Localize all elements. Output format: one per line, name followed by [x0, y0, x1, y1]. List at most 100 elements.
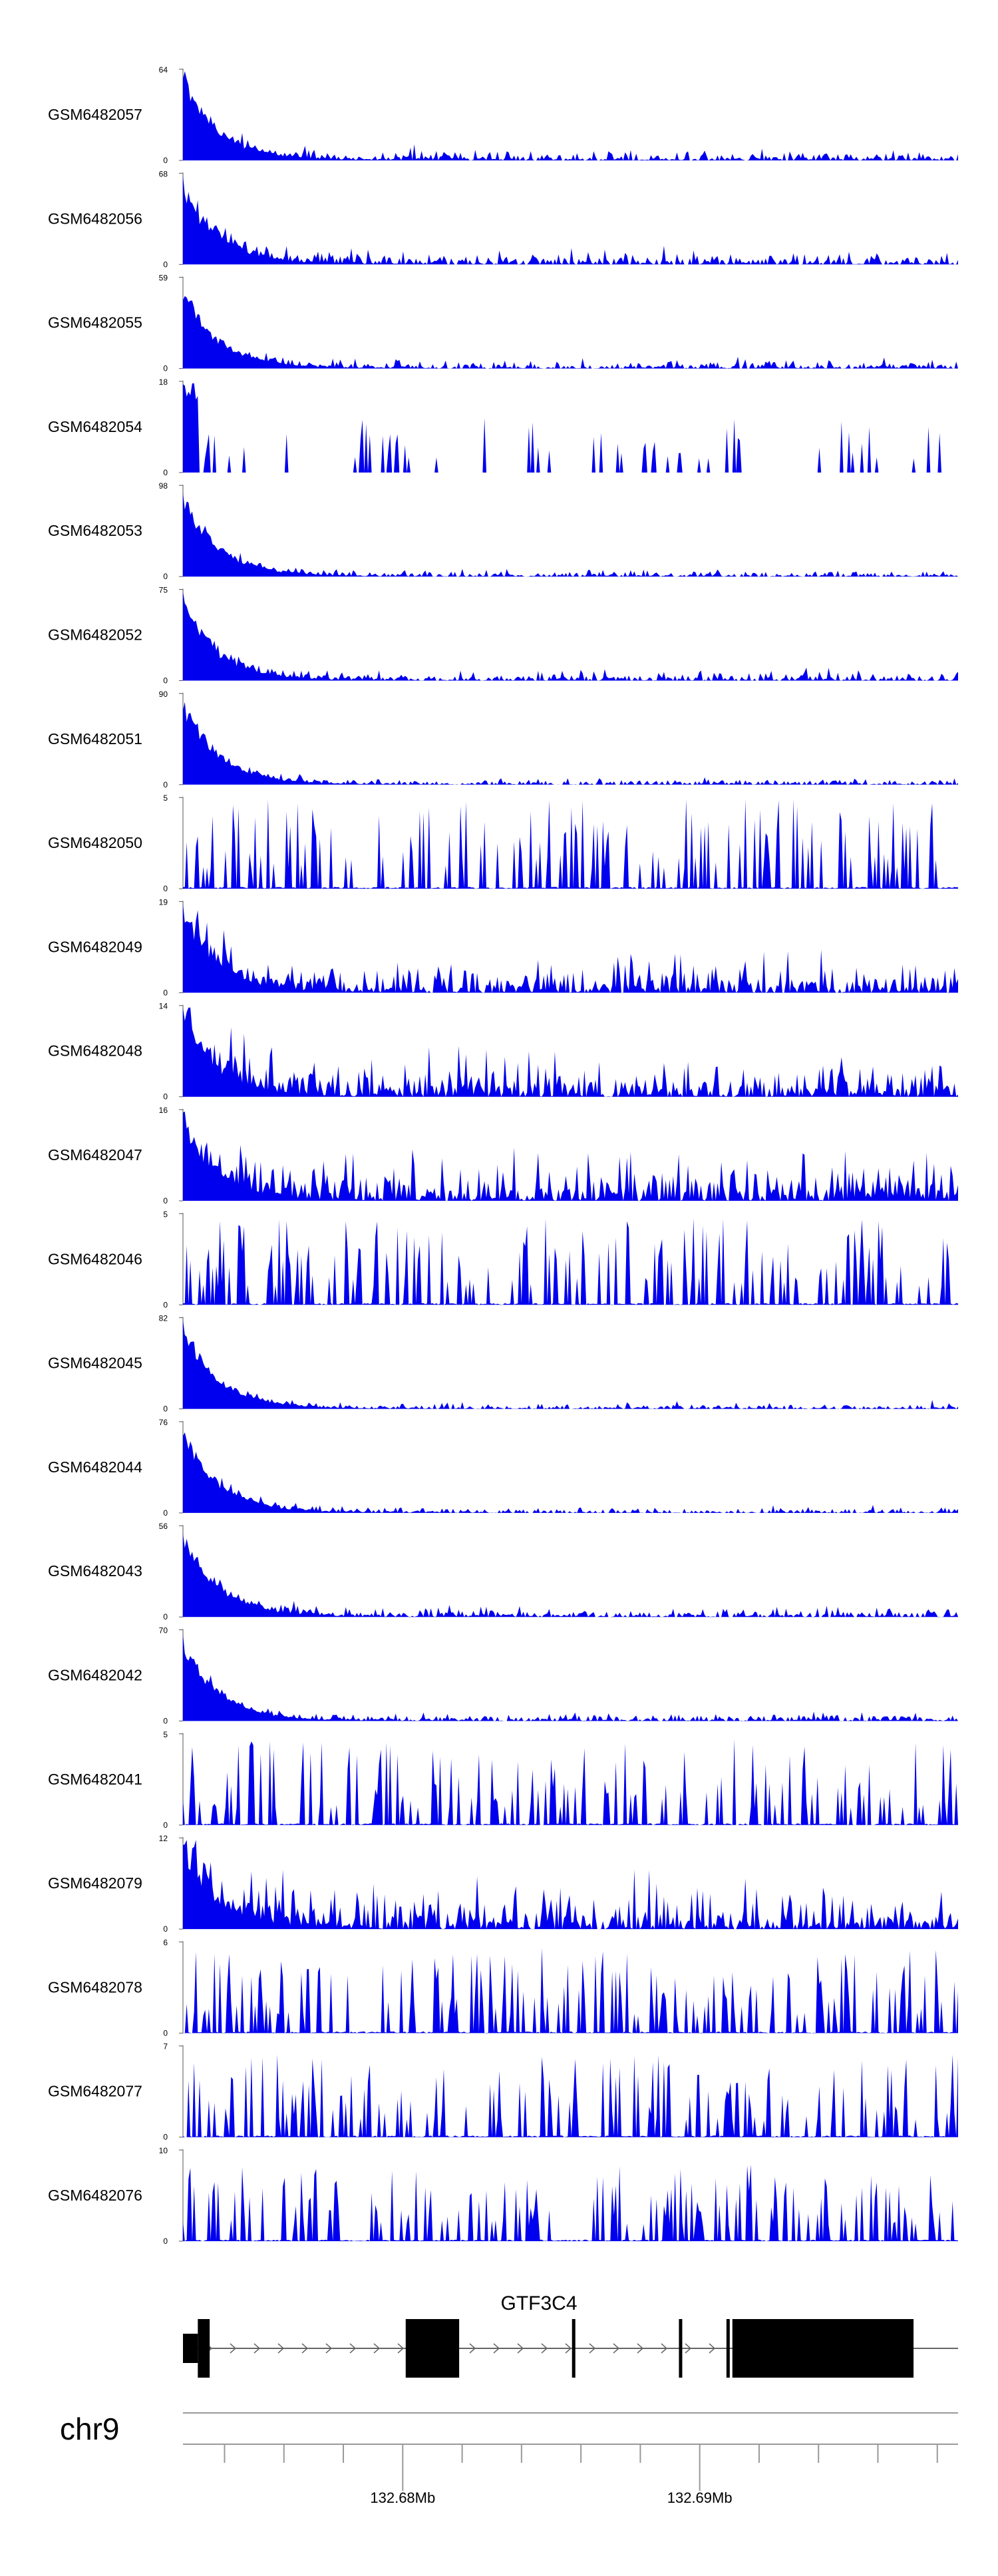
exon-block	[726, 2319, 730, 2378]
coverage-area	[183, 1007, 958, 1097]
track-label: GSM6482050	[48, 834, 142, 851]
coverage-track: GSM6482043 56 0	[48, 1522, 958, 1621]
track-ymax-label: 56	[159, 1522, 168, 1531]
track-ymin-label: 0	[163, 988, 168, 997]
track-ymin-label: 0	[163, 1092, 168, 1102]
coverage-track: GSM6482079 12 0	[48, 1834, 958, 1934]
track-ymax-label: 98	[159, 481, 168, 491]
coverage-area	[183, 492, 958, 577]
coverage-area	[183, 799, 958, 889]
coverage-area	[183, 383, 958, 473]
track-label: GSM6482045	[48, 1355, 142, 1372]
coverage-track: GSM6482052 75 0	[48, 586, 958, 686]
chromosome-label: chr9	[60, 2412, 119, 2446]
track-ymax-label: 5	[163, 793, 168, 803]
track-ymax-label: 5	[163, 1209, 168, 1219]
strand-arrow	[373, 2343, 381, 2354]
coverage-area	[183, 2164, 958, 2241]
strand-arrow	[637, 2343, 644, 2354]
coverage-track: GSM6482056 68 0	[48, 169, 958, 269]
coverage-track: GSM6482051 90 0	[48, 690, 958, 789]
coverage-track: GSM6482054 18 0	[48, 377, 958, 477]
track-ymax-label: 19	[159, 897, 168, 907]
strand-arrow	[565, 2343, 572, 2354]
exon-block	[572, 2319, 576, 2378]
track-label: GSM6482047	[48, 1146, 142, 1164]
coverage-area	[183, 1319, 958, 1409]
track-ymax-label: 12	[159, 1834, 168, 1843]
track-ymax-label: 18	[159, 377, 168, 387]
coverage-area	[183, 1633, 958, 1721]
exon-block	[679, 2319, 683, 2378]
track-label: GSM6482053	[48, 522, 142, 539]
coverage-track: GSM6482076 10 0	[48, 2146, 958, 2246]
track-ymax-label: 6	[163, 1938, 168, 1947]
track-label: GSM6482057	[48, 106, 142, 123]
track-ymin-label: 0	[163, 572, 168, 581]
track-ymin-label: 0	[163, 676, 168, 686]
coverage-area	[183, 296, 958, 369]
track-ymin-label: 0	[163, 1717, 168, 1726]
track-ymin-label: 0	[163, 260, 168, 269]
strand-arrow	[277, 2343, 285, 2354]
strand-arrow	[685, 2343, 692, 2354]
coverage-area	[183, 1840, 958, 1930]
coverage-track: GSM6482078 6 0	[48, 1938, 958, 2038]
coverage-area	[183, 1533, 958, 1617]
track-label: GSM6482076	[48, 2187, 142, 2204]
coverage-track: GSM6482077 7 0	[48, 2042, 958, 2142]
strand-arrow	[253, 2343, 261, 2354]
track-ymin-label: 0	[163, 1300, 168, 1309]
track-label: GSM6482079	[48, 1874, 142, 1892]
axis-tick-label: 132.69Mb	[667, 2489, 733, 2506]
coverage-area	[183, 71, 958, 160]
exon-block	[198, 2319, 210, 2378]
strand-arrow	[301, 2343, 309, 2354]
track-ymax-label: 14	[159, 1002, 168, 1011]
gene-name-label: GTF3C4	[500, 2292, 577, 2314]
strand-arrow	[349, 2343, 357, 2354]
track-label: GSM6482054	[48, 418, 142, 435]
exon-block	[183, 2334, 198, 2363]
strand-arrow	[709, 2343, 716, 2354]
genome-axis: chr9 132.68Mb 132.69Mb	[60, 2412, 958, 2506]
track-ymin-label: 0	[163, 1924, 168, 1934]
strand-arrow	[325, 2343, 333, 2354]
coverage-track: GSM6482042 70 0	[48, 1626, 958, 1726]
coverage-area	[183, 903, 958, 993]
track-ymin-label: 0	[163, 1404, 168, 1414]
strand-arrow	[517, 2343, 524, 2354]
track-ymax-label: 90	[159, 690, 168, 699]
track-label: GSM6482043	[48, 1562, 142, 1580]
coverage-tracks: GSM6482057640GSM6482056680GSM6482055590G…	[48, 65, 958, 2246]
exon-block	[732, 2319, 914, 2378]
track-label: GSM6482046	[48, 1250, 142, 1267]
coverage-area	[183, 175, 958, 265]
track-ymin-label: 0	[163, 2133, 168, 2142]
coverage-track: GSM6482046 5 0	[48, 1209, 958, 1309]
track-ymax-label: 5	[163, 1730, 168, 1739]
track-ymax-label: 82	[159, 1314, 168, 1323]
coverage-track: GSM6482049 19 0	[48, 897, 958, 997]
coverage-track: GSM6482045 82 0	[48, 1314, 958, 1414]
strand-arrow	[397, 2343, 405, 2354]
track-ymin-label: 0	[163, 2028, 168, 2038]
track-label: GSM6482048	[48, 1042, 142, 1060]
track-ymin-label: 0	[163, 364, 168, 373]
coverage-area	[183, 1218, 958, 1305]
strand-arrow	[613, 2343, 620, 2354]
coverage-track: GSM6482041 5 0	[48, 1730, 958, 1830]
coverage-track: GSM6482047 16 0	[48, 1106, 958, 1205]
track-label: GSM6482051	[48, 730, 142, 748]
coverage-track: GSM6482055 59 0	[48, 274, 958, 373]
strand-arrow	[541, 2343, 548, 2354]
track-ymin-label: 0	[163, 1508, 168, 1518]
track-ymax-label: 59	[159, 274, 168, 283]
coverage-area	[183, 2054, 958, 2137]
track-label: GSM6482049	[48, 938, 142, 955]
strand-arrow	[230, 2343, 237, 2354]
track-label: GSM6482041	[48, 1771, 142, 1788]
track-label: GSM6482078	[48, 1978, 142, 1996]
track-ymin-label: 0	[163, 2237, 168, 2246]
